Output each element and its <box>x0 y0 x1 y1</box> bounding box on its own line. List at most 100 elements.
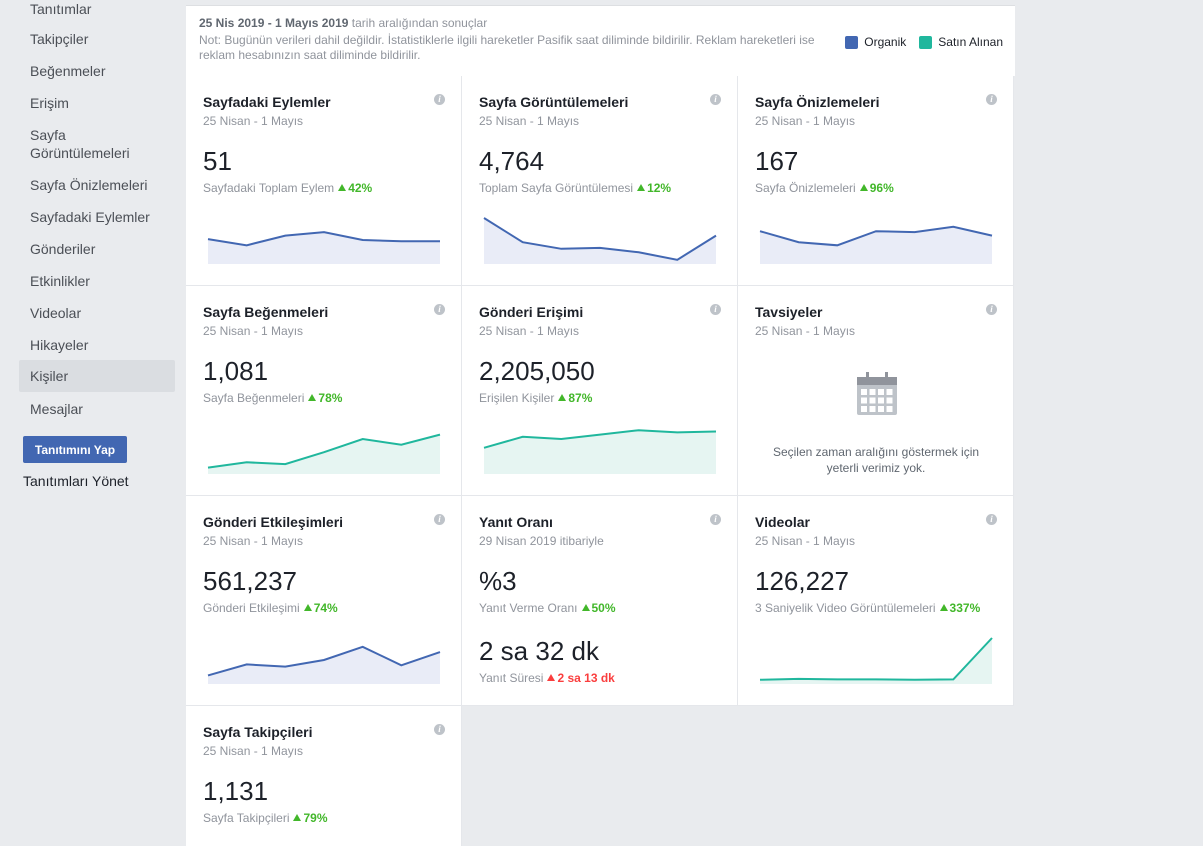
metric-card[interactable]: Sayfa Takipçileri 25 Nisan - 1 Mayıs i 1,13… <box>186 706 462 846</box>
info-icon[interactable]: i <box>986 94 997 105</box>
date-range-header: 25 Nis 2019 - 1 Mayıs 2019 tarih aralığı… <box>186 5 1015 76</box>
sidebar-item-3[interactable]: Erişim <box>30 95 69 111</box>
info-icon[interactable]: i <box>434 514 445 525</box>
sidebar-item-10[interactable]: Hikayeler <box>30 337 89 353</box>
info-icon[interactable]: i <box>434 94 445 105</box>
metric-value: 561,237 <box>203 566 297 596</box>
sparkline-line <box>207 645 441 677</box>
sparkline-area <box>760 226 992 264</box>
sidebar-item-6[interactable]: Sayfadaki Eylemler <box>30 209 150 225</box>
arrow-down-icon <box>547 674 556 681</box>
metric-value: 4,764 <box>479 146 545 176</box>
info-icon[interactable]: i <box>986 514 997 525</box>
sidebar-item-2[interactable]: Beğenmeler <box>30 63 106 79</box>
sidebar-item-8[interactable]: Etkinlikler <box>30 273 90 289</box>
metric-label: 3 Saniyelik Video Görüntülemeleri <box>755 601 936 615</box>
legend: Organik Satın Alınan <box>832 35 1003 49</box>
card-date-range: 25 Nisan - 1 Mayıs <box>203 114 304 128</box>
metric-label: Toplam Sayfa Görüntülemesi <box>479 181 634 195</box>
sparkline <box>759 637 993 684</box>
metric-card[interactable]: Tavsiyeler 25 Nisan - 1 Mayıs i Seçilen zam… <box>738 286 1014 496</box>
metric-card[interactable]: Sayfadaki Eylemler 25 Nisan - 1 Mayıs i 51 S… <box>186 76 462 286</box>
sidebar-item-11[interactable]: Kişiler <box>19 360 175 392</box>
card-date-range: 25 Nisan - 1 Mayıs <box>755 114 856 128</box>
timezone-note: Not: Bugünün verileri dahil değildir. İs… <box>199 33 815 62</box>
metric-value-secondary: 2 sa 32 dk <box>479 636 599 666</box>
card-date-range: 29 Nisan 2019 itibariyle <box>479 534 604 548</box>
sparkline-line <box>759 637 993 681</box>
arrow-up-icon <box>558 394 567 401</box>
metric-delta: 78% <box>318 391 343 405</box>
metric-delta: 337% <box>949 601 981 615</box>
sparkline <box>759 225 993 264</box>
metric-label: Sayfa Takipçileri <box>203 811 290 825</box>
card-title: Gönderi Etkileşimleri <box>203 514 344 530</box>
metric-caption: Sayfa Önizlemeleri 96% <box>755 181 894 195</box>
metric-caption: Gönderi Etkileşimi 74% <box>203 601 338 615</box>
sparkline-area <box>208 232 440 264</box>
metric-delta: 12% <box>647 181 672 195</box>
sidebar-item-0[interactable]: Tanıtımlar <box>30 1 92 17</box>
sparkline-line <box>207 231 440 247</box>
info-icon[interactable]: i <box>986 304 997 315</box>
card-title: Sayfa Takipçileri <box>203 724 313 740</box>
metric-card[interactable]: Yanıt Oranı 29 Nisan 2019 itibariyle i %3 Ya… <box>462 496 738 706</box>
info-icon[interactable]: i <box>710 514 721 525</box>
metric-card[interactable]: Sayfa Beğenmeleri 25 Nisan - 1 Mayıs i 1,08… <box>186 286 462 496</box>
legend-paid: Satın Alınan <box>919 35 1003 49</box>
sidebar-item-1[interactable]: Takipçiler <box>30 31 89 47</box>
arrow-up-icon <box>338 184 347 191</box>
metric-delta: 42% <box>348 181 373 195</box>
metric-card[interactable]: Sayfa Önizlemeleri 25 Nisan - 1 Mayıs i 167… <box>738 76 1014 286</box>
metric-label: Sayfa Beğenmeleri <box>203 391 305 405</box>
sparkline-area <box>484 430 716 474</box>
metric-card[interactable]: Sayfa Görüntülemeleri 25 Nisan - 1 Mayıs i… <box>462 76 738 286</box>
metric-value: %3 <box>479 566 517 596</box>
sparkline-line <box>207 433 441 469</box>
info-icon[interactable]: i <box>710 94 721 105</box>
card-title: Sayfa Önizlemeleri <box>755 94 880 110</box>
sparkline-line <box>759 225 993 247</box>
info-icon[interactable]: i <box>434 304 445 315</box>
metric-value: 126,227 <box>755 566 849 596</box>
metric-delta: 87% <box>568 391 593 405</box>
card-date-range: 25 Nisan - 1 Mayıs <box>203 744 304 758</box>
card-date-range: 25 Nisan - 1 Mayıs <box>755 324 856 338</box>
metric-card[interactable]: Videolar 25 Nisan - 1 Mayıs i 126,227 3 Sani… <box>738 496 1014 706</box>
metric-delta: 96% <box>869 181 894 195</box>
metric-delta: 74% <box>313 601 338 615</box>
card-date-range: 25 Nisan - 1 Mayıs <box>479 324 580 338</box>
sidebar-item-9[interactable]: Videolar <box>30 305 82 321</box>
sidebar-item-5[interactable]: Sayfa Önizlemeleri <box>30 177 148 193</box>
date-range-bold: 25 Nis 2019 - 1 Mayıs 2019 <box>199 16 349 30</box>
legend-organic-label: Organik <box>864 35 907 49</box>
metric-value: 51 <box>203 146 232 176</box>
arrow-up-icon <box>581 604 590 611</box>
metric-card[interactable]: Gönderi Etkileşimleri 25 Nisan - 1 Mayıs i… <box>186 496 462 706</box>
metric-card[interactable]: Gönderi Erişimi 25 Nisan - 1 Mayıs i 2,205,… <box>462 286 738 496</box>
metric-value: 1,081 <box>203 356 269 386</box>
manage-promotions-link[interactable]: Tanıtımları Yönet <box>23 473 129 489</box>
card-title: Tavsiyeler <box>755 304 823 320</box>
sidebar-item-7[interactable]: Gönderiler <box>30 241 96 257</box>
arrow-up-icon <box>293 814 302 821</box>
info-icon[interactable]: i <box>434 724 445 735</box>
metric-label: Gönderi Etkileşimi <box>203 601 300 615</box>
legend-paid-label: Satın Alınan <box>938 35 1003 49</box>
card-title: Sayfa Görüntülemeleri <box>479 94 629 110</box>
promote-button[interactable]: Tanıtımını Yap <box>23 436 127 463</box>
metric-value: 2,205,050 <box>479 356 595 386</box>
card-date-range: 25 Nisan - 1 Mayıs <box>479 114 580 128</box>
info-icon[interactable]: i <box>710 304 721 315</box>
sidebar-item-12[interactable]: Mesajlar <box>30 401 83 417</box>
metric-caption: Toplam Sayfa Görüntülemesi 12% <box>479 181 671 195</box>
metric-delta: 79% <box>303 811 328 825</box>
card-title: Videolar <box>755 514 810 530</box>
metric-value: 167 <box>755 146 799 176</box>
metric-caption: Sayfa Takipçileri 79% <box>203 811 328 825</box>
card-date-range: 25 Nisan - 1 Mayıs <box>755 534 856 548</box>
sidebar-item-4[interactable]: Sayfa Görüntülemeleri <box>30 127 130 161</box>
metric-delta: 50% <box>591 601 616 615</box>
legend-paid-swatch <box>919 35 933 49</box>
card-title: Sayfadaki Eylemler <box>203 94 331 110</box>
